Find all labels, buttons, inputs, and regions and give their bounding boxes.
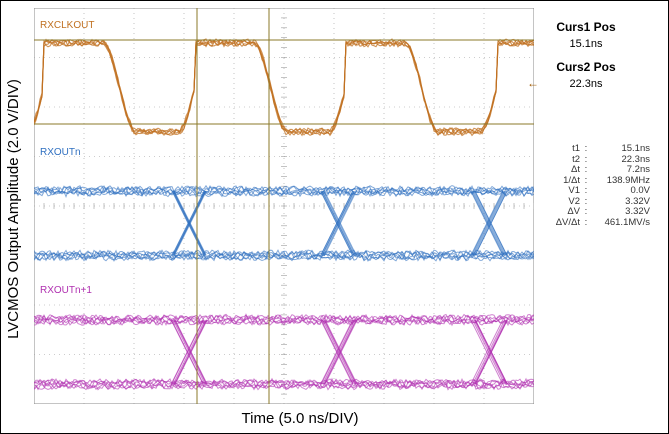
rxoutn-transition	[323, 190, 357, 256]
cursor2-title: Curs2 Pos	[556, 60, 616, 74]
rxoutn1-transition	[320, 319, 354, 385]
measurement-name: t2	[572, 153, 580, 165]
rxoutn1-transition	[172, 319, 206, 385]
measurement-row: Δt:7.2ns	[540, 164, 666, 176]
rxoutn1-level-trace	[34, 313, 534, 327]
rxoutn1-level-trace	[34, 377, 534, 390]
rxoutn1-transition	[472, 319, 506, 385]
measurement-row: ΔV/Δt:461.1MV/s	[540, 216, 666, 229]
trace-label: RXOUTn+1	[40, 285, 92, 296]
cursor-readout: Curs1 Pos 15.1ns Curs2 Pos 22.3ns	[536, 20, 666, 100]
x-axis-label: Time (5.0 ns/DIV)	[241, 410, 359, 427]
rxoutn1-transition	[473, 319, 507, 385]
rxoutn1-transition	[174, 319, 208, 385]
cursor-lines	[34, 8, 534, 404]
measurement-row: t2:22.3ns	[540, 153, 666, 166]
rxoutn-transition	[171, 190, 205, 256]
rxoutn1-transition	[171, 319, 204, 385]
oscilloscope-display: RXCLKOUT RXOUTn RXOUTn+1	[34, 8, 534, 404]
trigger-level-arrow-icon: ←	[527, 76, 539, 90]
measurement-value: 3.32V	[625, 206, 650, 217]
rxoutn1-transition	[324, 319, 357, 385]
measurement-name: Δt	[571, 164, 580, 175]
measurement-name: ΔV	[567, 206, 580, 217]
traces	[34, 38, 534, 391]
measurement-value: 138.9MHz	[606, 174, 650, 186]
measurement-name: t1	[572, 143, 580, 154]
rxoutn1-level-trace	[34, 378, 534, 391]
rxclkout-trace	[34, 38, 534, 137]
rxoutn-level-trace	[34, 249, 534, 262]
trace-labels: RXCLKOUT RXOUTn RXOUTn+1	[40, 20, 94, 296]
measurement-row: t1:15.1ns	[540, 143, 666, 155]
measurement-value: 22.3ns	[621, 153, 650, 165]
rxoutn-transition	[473, 190, 507, 256]
rxoutn1-transition	[474, 319, 508, 385]
rxoutn1-transition	[470, 319, 504, 385]
trace-label: RXCLKOUT	[40, 20, 94, 31]
measurement-name: V1	[568, 185, 580, 196]
measurement-value: 7.2ns	[626, 164, 650, 175]
measurement-name: V2	[568, 195, 580, 207]
rxoutn1-level-trace	[34, 378, 534, 391]
rxoutn-level-trace	[34, 249, 534, 262]
measurement-value: 0.0V	[630, 185, 650, 196]
trace-label: RXOUTn	[40, 147, 81, 158]
measurement-value: 461.1MV/s	[604, 216, 650, 228]
rxoutn-transition	[172, 190, 206, 256]
measurement-row: V1:0.0V	[540, 185, 666, 197]
cursor1-value: 15.1ns	[569, 38, 603, 50]
y-axis-label: LVCMOS Output Amplitude (2.0 V/DIV)	[5, 79, 22, 339]
rxoutn-transition	[472, 190, 506, 256]
measurement-row: ΔV:3.32V	[540, 206, 666, 218]
rxoutn-transition	[322, 190, 356, 256]
rxoutn-transition	[470, 190, 504, 256]
rxoutn-level-trace	[34, 184, 534, 198]
rxoutn1-transition	[324, 319, 358, 385]
measurement-value: 3.32V	[625, 195, 650, 207]
rxoutn-transition	[474, 190, 508, 256]
rxoutn1-transition	[173, 319, 207, 385]
measurement-table: t1:15.1ns t2:22.3ns Δt:7.2ns 1/Δt:138.9M…	[540, 143, 666, 229]
cursor1-title: Curs1 Pos	[556, 20, 616, 34]
rxoutn1-level-trace	[34, 313, 534, 327]
rxoutn1-transition	[322, 319, 356, 385]
rxoutn-transition	[320, 190, 354, 256]
rxoutn-transition	[173, 190, 207, 256]
measurement-row: V2:3.32V	[540, 195, 666, 208]
rxoutn-transition	[321, 190, 355, 256]
cursor2-value: 22.3ns	[569, 78, 603, 90]
measurement-value: 15.1ns	[621, 143, 650, 154]
measurement-row: 1/Δt:138.9MHz	[540, 174, 666, 187]
measurement-name: ΔV/Δt	[555, 216, 580, 228]
rxoutn-level-trace	[34, 249, 534, 262]
rxoutn1-level-trace	[34, 377, 534, 391]
rxoutn1-transition	[320, 319, 354, 385]
measurement-name: 1/Δt	[563, 174, 580, 186]
rxoutn-transition	[471, 190, 504, 256]
